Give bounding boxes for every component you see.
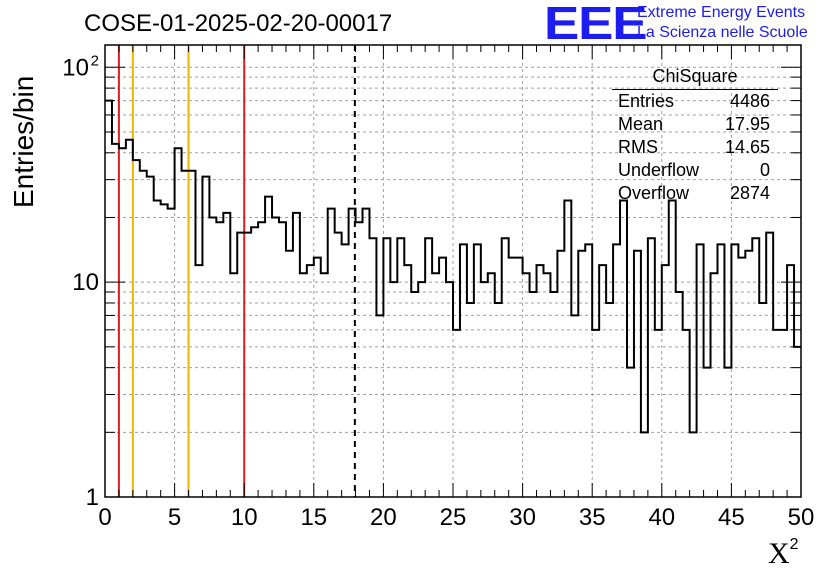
stats-value: 4486	[729, 91, 770, 111]
x-axis-label: X2	[768, 536, 799, 571]
x-axis-label-sup: 2	[789, 536, 799, 553]
stats-value: 0	[759, 160, 770, 180]
stats-value: 17.95	[724, 114, 770, 134]
chart-title: COSE-01-2025-02-20-00017	[84, 10, 393, 37]
stats-value: 14.65	[724, 137, 770, 157]
stats-title: ChiSquare	[612, 66, 778, 90]
eee-logo: EEE	[544, 0, 648, 49]
stats-label: RMS	[618, 137, 658, 157]
stats-label: Mean	[618, 114, 664, 134]
y-tick-label: 10	[62, 54, 89, 81]
logo-line-2: La Scienza nelle Scuole	[637, 24, 808, 41]
stats-row-rms: RMS 14.65	[612, 136, 778, 159]
x-tick-label: 5	[168, 504, 181, 531]
stats-value: 2874	[729, 183, 770, 203]
histogram	[105, 99, 801, 434]
y-tick-label: 10	[72, 269, 99, 296]
stats-row-underflow: Underflow 0	[612, 159, 778, 182]
marker-lines	[117, 45, 356, 497]
y-tick-label-sup: 2	[91, 52, 99, 69]
x-tick-label: 20	[370, 504, 397, 531]
stats-row-mean: Mean 17.95	[612, 113, 778, 136]
x-tick-label: 10	[231, 504, 258, 531]
stats-rows: Entries 4486 Mean 17.95 RMS 14.65 Underflow 0 Ov…	[612, 90, 778, 205]
stats-label: Underflow	[618, 160, 700, 180]
histogram-steps	[105, 99, 801, 434]
stats-box: ChiSquare Entries 4486 Mean 17.95 RMS 14.65 Un…	[612, 66, 778, 205]
x-tick-label: 35	[579, 504, 606, 531]
x-tick-label: 15	[300, 504, 327, 531]
x-tick-label: 25	[440, 504, 467, 531]
x-tick-label: 40	[648, 504, 675, 531]
stats-label: Entries	[618, 91, 675, 111]
y-tick-label: 1	[86, 484, 99, 511]
stats-row-entries: Entries 4486	[612, 90, 778, 113]
x-axis-label-text: X	[768, 537, 790, 570]
x-tick-label: 0	[98, 504, 111, 531]
stats-label: Overflow	[618, 183, 690, 203]
x-tick-label: 45	[718, 504, 745, 531]
x-tick-label: 50	[788, 504, 815, 531]
x-tick-label: 30	[509, 504, 536, 531]
logo-line-1: Extreme Energy Events	[637, 4, 806, 21]
stats-row-overflow: Overflow 2874	[612, 182, 778, 205]
y-axis-label: Entries/bin	[8, 75, 39, 208]
